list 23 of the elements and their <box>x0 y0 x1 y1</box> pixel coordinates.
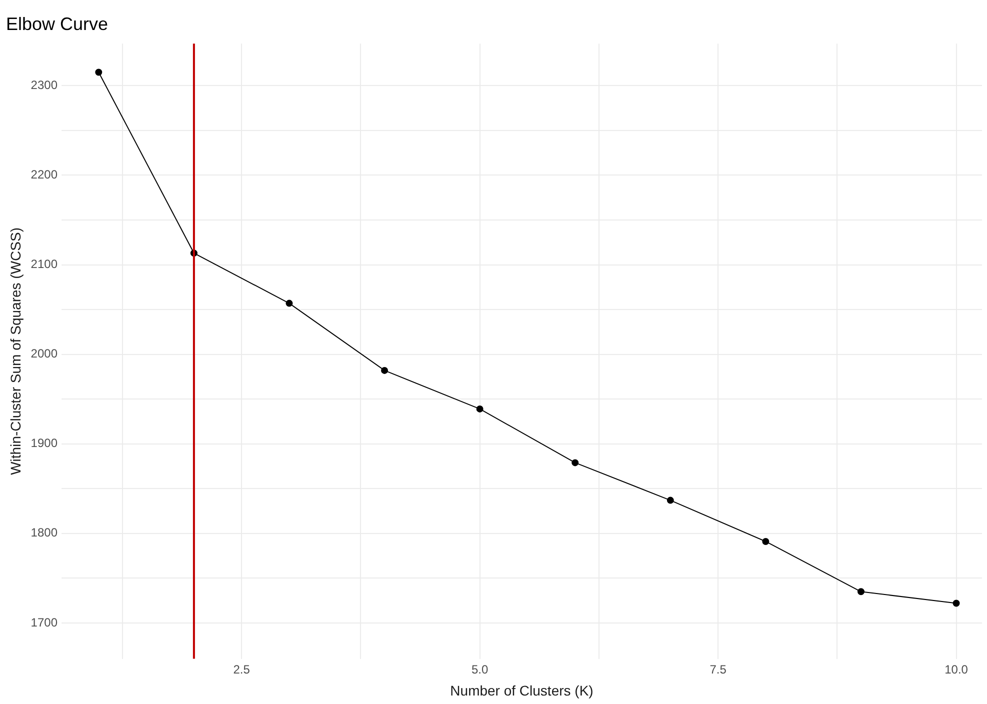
y-tick-label: 2200 <box>30 168 58 182</box>
point <box>952 600 960 607</box>
point <box>572 459 579 466</box>
point <box>286 300 293 307</box>
point <box>476 405 484 412</box>
point <box>762 538 770 545</box>
y-tick-label: 1700 <box>30 615 58 630</box>
x-tick-label: 7.5 <box>710 662 727 676</box>
y-tick-label: 2100 <box>30 257 58 272</box>
point <box>666 496 674 504</box>
y-axis-title: Within-Cluster Sum of Squares (WCSS) <box>7 227 24 475</box>
y-tick-label: 2300 <box>30 78 58 92</box>
y-tick-label: 2000 <box>30 346 58 361</box>
y-tick-label: 1900 <box>30 436 58 450</box>
point <box>381 366 388 374</box>
x-tick-label: 2.5 <box>233 662 250 676</box>
point <box>95 68 102 76</box>
x-tick-label: 10.0 <box>944 662 968 676</box>
y-tick-label: 1800 <box>30 526 58 540</box>
chart-title: Elbow Curve <box>6 14 108 34</box>
point <box>857 588 864 596</box>
x-tick-label: 5.0 <box>471 662 488 676</box>
x-axis-title: Number of Clusters (K) <box>450 682 594 698</box>
